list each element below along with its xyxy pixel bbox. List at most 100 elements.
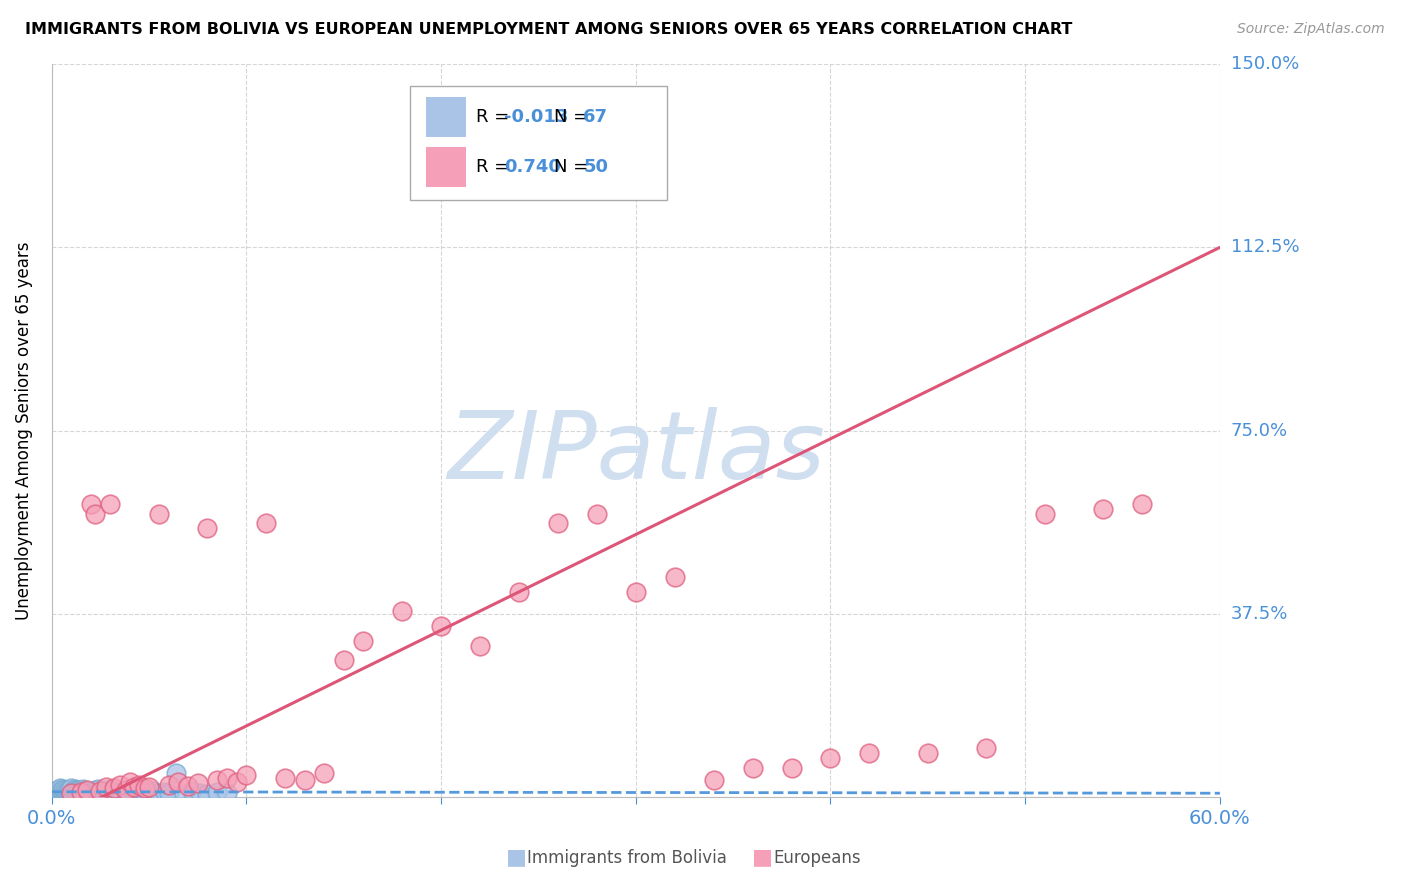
Point: [73, 784, 96, 798]
Point: [51, 784, 73, 798]
Point: [333, 653, 356, 667]
Point: [391, 604, 413, 618]
Point: [294, 772, 316, 787]
Point: [122, 785, 145, 799]
Point: [53, 783, 76, 797]
Point: [1033, 507, 1056, 521]
Text: ■: ■: [752, 847, 773, 867]
Point: [89, 784, 111, 798]
Point: [86, 785, 108, 799]
Point: [93, 786, 115, 800]
Point: [127, 786, 149, 800]
Point: [82, 786, 104, 800]
Point: [586, 507, 609, 521]
Point: [624, 585, 647, 599]
Point: [98, 786, 121, 800]
Text: Immigrants from Bolivia: Immigrants from Bolivia: [527, 849, 727, 867]
Point: [165, 765, 187, 780]
Point: [83, 507, 105, 521]
Point: [215, 786, 238, 800]
Point: [157, 786, 180, 800]
Point: [103, 784, 125, 798]
Point: [66, 783, 89, 797]
Text: Source: ZipAtlas.com: Source: ZipAtlas.com: [1237, 22, 1385, 37]
Point: [83, 783, 105, 797]
Text: ■: ■: [506, 847, 527, 867]
Y-axis label: Unemployment Among Seniors over 65 years: Unemployment Among Seniors over 65 years: [15, 242, 32, 620]
Point: [138, 787, 160, 801]
Point: [80, 497, 103, 511]
Point: [72, 785, 94, 799]
Point: [63, 785, 86, 799]
Point: [197, 521, 219, 535]
Point: [114, 782, 136, 797]
Point: [235, 768, 257, 782]
Point: [72, 782, 94, 797]
Point: [103, 781, 125, 796]
Point: [167, 775, 190, 789]
Point: [274, 771, 297, 785]
Point: [114, 784, 136, 798]
Point: [91, 784, 114, 798]
Point: [858, 746, 880, 760]
Point: [45, 784, 67, 798]
Point: [128, 778, 150, 792]
Point: [741, 761, 763, 775]
Point: [52, 785, 75, 799]
Point: [76, 784, 98, 798]
Point: [77, 786, 100, 800]
Point: [118, 775, 141, 789]
Point: [67, 782, 90, 797]
Point: [430, 619, 453, 633]
Point: [60, 786, 83, 800]
Text: 37.5%: 37.5%: [1232, 605, 1288, 623]
Point: [76, 787, 98, 801]
Point: [98, 497, 121, 511]
Point: [48, 786, 70, 800]
Point: [51, 787, 73, 801]
Point: [70, 784, 93, 798]
Point: [63, 782, 86, 797]
Point: [96, 780, 118, 795]
FancyBboxPatch shape: [426, 97, 467, 137]
Point: [58, 782, 80, 797]
Point: [87, 782, 110, 797]
Point: [974, 741, 997, 756]
Point: [111, 787, 134, 801]
Point: [62, 784, 84, 798]
Point: [76, 782, 98, 797]
Point: [820, 751, 842, 765]
Point: [70, 787, 93, 801]
Point: [207, 785, 229, 799]
Text: 112.5%: 112.5%: [1232, 238, 1299, 256]
Point: [60, 781, 83, 796]
Text: R =: R =: [475, 108, 515, 126]
Point: [96, 782, 118, 797]
Point: [207, 772, 229, 787]
Point: [157, 778, 180, 792]
Point: [122, 780, 145, 795]
Text: N =: N =: [554, 158, 595, 176]
Point: [254, 516, 277, 531]
Point: [225, 775, 247, 789]
Point: [664, 570, 686, 584]
Point: [177, 780, 200, 794]
Point: [153, 785, 176, 799]
Point: [48, 781, 70, 796]
Text: ZIPatlas: ZIPatlas: [447, 407, 825, 498]
Point: [215, 771, 238, 785]
Text: 75.0%: 75.0%: [1232, 422, 1288, 440]
Point: [108, 778, 131, 792]
Point: [56, 787, 79, 801]
Point: [134, 781, 156, 796]
Point: [58, 786, 80, 800]
Point: [73, 786, 96, 800]
Point: [468, 639, 491, 653]
Point: [80, 785, 103, 799]
Point: [46, 782, 69, 797]
FancyBboxPatch shape: [426, 147, 467, 187]
Point: [70, 785, 93, 799]
Point: [60, 786, 83, 800]
Point: [917, 746, 939, 760]
Point: [56, 784, 79, 798]
